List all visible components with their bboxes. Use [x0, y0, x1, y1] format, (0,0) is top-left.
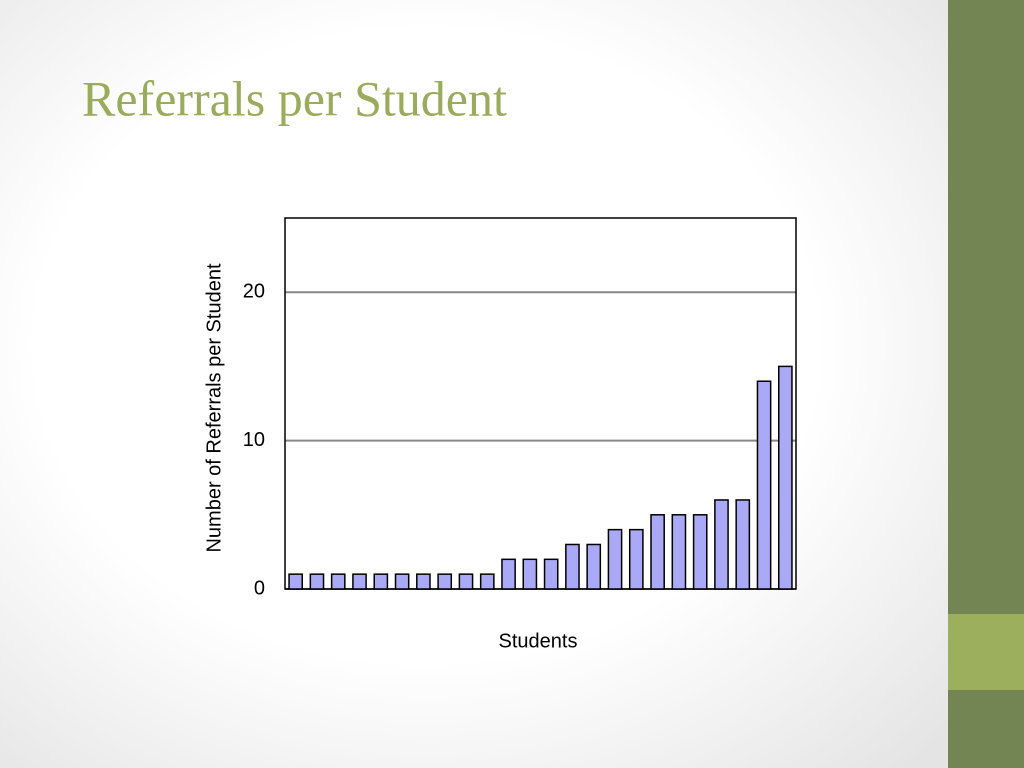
bar [416, 573, 431, 590]
bar [309, 573, 325, 590]
bar [330, 573, 346, 590]
bar [522, 558, 538, 590]
bar [628, 528, 644, 590]
bar [479, 573, 495, 590]
bar [543, 558, 559, 590]
bar [756, 380, 772, 590]
bar [671, 514, 687, 590]
bar [565, 543, 580, 590]
plot-frame [284, 217, 797, 590]
x-axis-label: Students [499, 630, 578, 652]
y-tick-label: 0 [254, 577, 265, 599]
sidebar-accent [948, 614, 1024, 690]
chart-title: Referrals per Student [82, 70, 507, 126]
bar [735, 499, 751, 590]
y-tick-label: 20 [243, 280, 265, 302]
bar [352, 573, 367, 590]
y-tick-label: 10 [243, 429, 265, 451]
bar [692, 514, 708, 590]
bar [650, 514, 665, 590]
y-axis-label: Number of Referrals per Student [203, 263, 225, 552]
bar [607, 528, 623, 590]
bar [373, 573, 389, 590]
bar [288, 573, 303, 590]
bar [437, 573, 453, 590]
bar [778, 365, 793, 590]
bar [586, 543, 602, 590]
bar [501, 558, 516, 590]
bar [394, 573, 410, 590]
bar [458, 573, 474, 590]
bar [714, 499, 729, 590]
